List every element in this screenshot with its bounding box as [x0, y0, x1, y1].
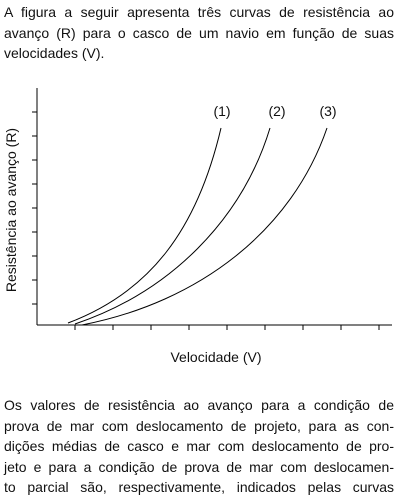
- text-line: Os valores de resistência ao avanço para…: [4, 397, 394, 413]
- curve: [74, 127, 271, 325]
- text-line: avanço (R) para o casco de um navio em f…: [4, 24, 394, 41]
- text-line: dições médias de casco e mar com desloca…: [4, 438, 394, 454]
- curve: [81, 127, 328, 326]
- curve-label: (1): [213, 103, 230, 119]
- x-axis-label: Velocidade (V): [170, 349, 261, 365]
- curve-label: (2): [268, 103, 285, 119]
- figure: (1) (2) (3) Velocidade (V) Resistência a…: [3, 88, 392, 365]
- intro: A figura a seguir apresenta três curvas …: [4, 2, 394, 64]
- text-line: velocidades (V).: [4, 45, 105, 61]
- question: Os valores de resistência ao avanço para…: [4, 395, 394, 498]
- text-line: jeto e para a condição de prova de mar c…: [4, 458, 394, 475]
- text-line: to parcial são, respectivamente, indicad…: [4, 479, 394, 495]
- x-ticks: [74, 325, 380, 330]
- text-line: prova de mar com deslocamento de projeto…: [4, 417, 394, 434]
- y-ticks: [32, 111, 37, 305]
- text-line: A figura a seguir apresenta três curvas …: [4, 4, 394, 20]
- curve-label: (3): [319, 103, 336, 119]
- curve: [67, 127, 222, 324]
- y-axis-label: Resistência ao avanço (R): [3, 128, 19, 292]
